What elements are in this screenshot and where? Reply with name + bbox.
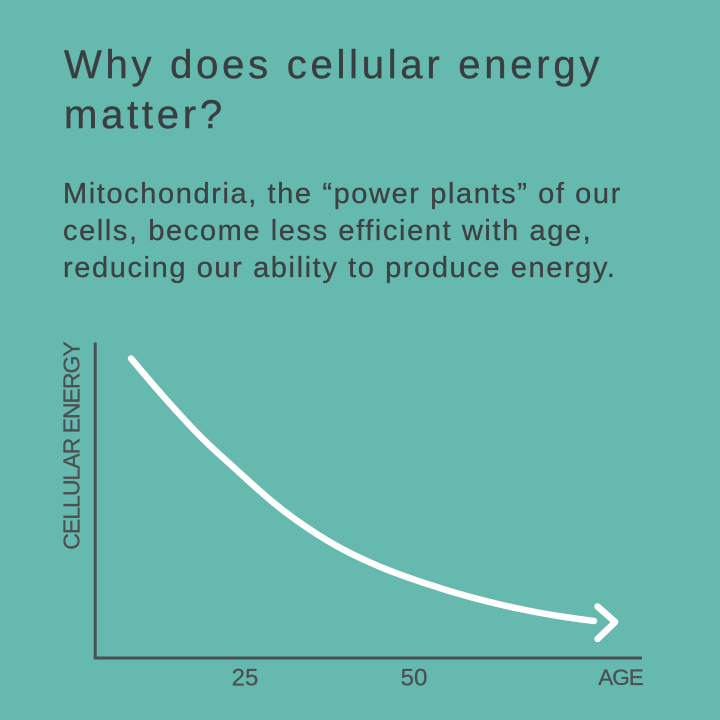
svg-text:50: 50 <box>401 665 428 692</box>
svg-text:AGE: AGE <box>598 665 644 690</box>
svg-text:25: 25 <box>232 665 259 692</box>
